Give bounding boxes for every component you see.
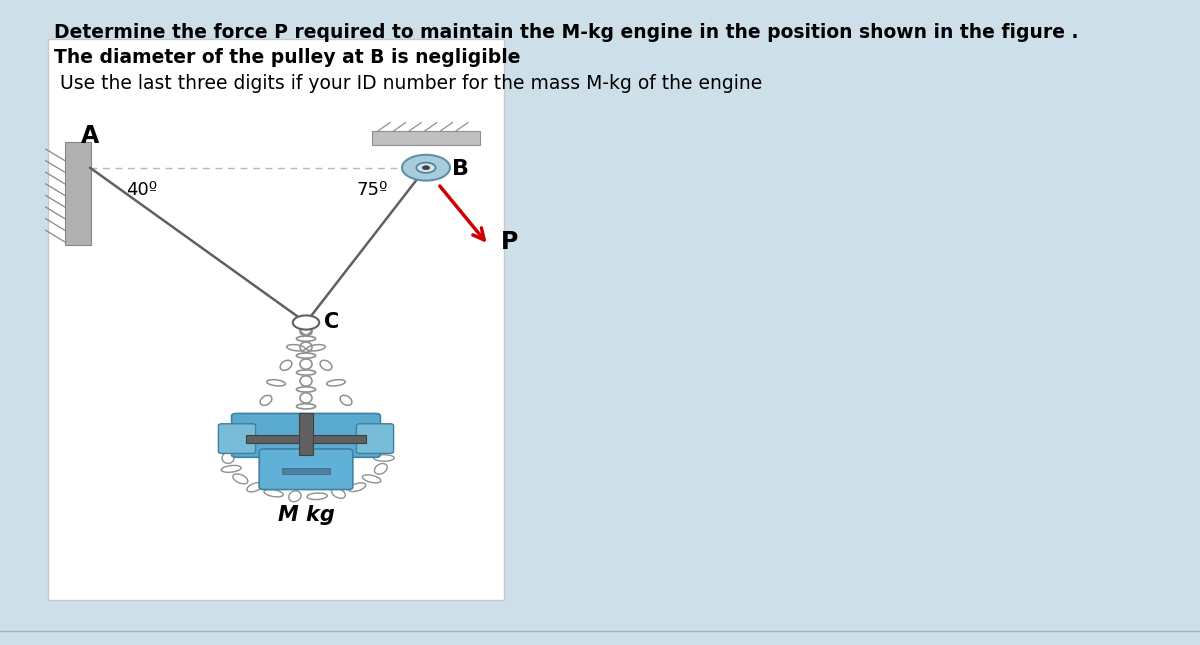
FancyBboxPatch shape bbox=[259, 449, 353, 490]
Circle shape bbox=[422, 166, 430, 170]
Text: B: B bbox=[452, 159, 469, 179]
Text: The diameter of the pulley at B is negligible: The diameter of the pulley at B is negli… bbox=[54, 48, 521, 67]
Text: M kg: M kg bbox=[277, 505, 335, 525]
Circle shape bbox=[416, 163, 436, 173]
FancyBboxPatch shape bbox=[232, 413, 380, 457]
Circle shape bbox=[402, 155, 450, 181]
Text: Use the last three digits if your ID number for the mass M-kg of the engine: Use the last three digits if your ID num… bbox=[54, 74, 762, 93]
Text: P: P bbox=[500, 230, 517, 254]
FancyBboxPatch shape bbox=[356, 424, 394, 453]
Bar bbox=[372, 131, 480, 145]
Bar bbox=[282, 468, 330, 474]
Circle shape bbox=[293, 315, 319, 330]
Text: 40º: 40º bbox=[126, 181, 157, 199]
FancyBboxPatch shape bbox=[48, 39, 504, 600]
Text: Determine the force P required to maintain the M-kg engine in the position shown: Determine the force P required to mainta… bbox=[54, 23, 1079, 41]
Bar bbox=[299, 413, 313, 455]
Text: 75º: 75º bbox=[356, 181, 388, 199]
Text: C: C bbox=[324, 312, 340, 333]
Text: A: A bbox=[80, 124, 100, 148]
Bar bbox=[65, 142, 91, 245]
FancyBboxPatch shape bbox=[218, 424, 256, 453]
Bar bbox=[246, 435, 366, 443]
